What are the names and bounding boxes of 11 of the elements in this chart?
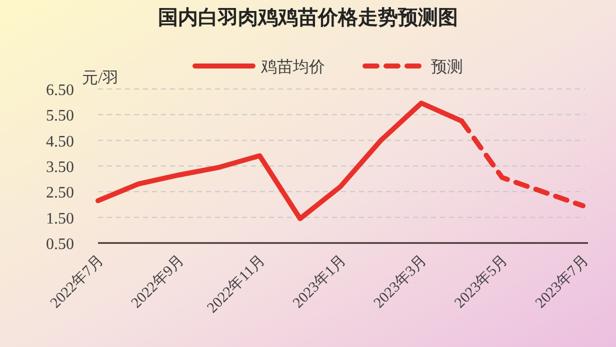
y-tick-label: 1.50 [46, 210, 74, 228]
y-tick-label: 2.50 [46, 184, 74, 202]
y-axis-title: 元/羽 [82, 70, 118, 87]
chart-title: 国内白羽肉鸡鸡苗价格走势预测图 [158, 7, 458, 29]
y-tick-label: 0.50 [46, 236, 74, 253]
y-tick-label: 3.50 [46, 159, 74, 176]
legend-label: 预测 [431, 59, 463, 76]
legend-label: 鸡苗均价 [260, 58, 325, 76]
y-tick-label: 5.50 [46, 108, 74, 125]
y-tick-label: 4.50 [46, 133, 74, 150]
y-tick-label: 6.50 [46, 82, 74, 99]
